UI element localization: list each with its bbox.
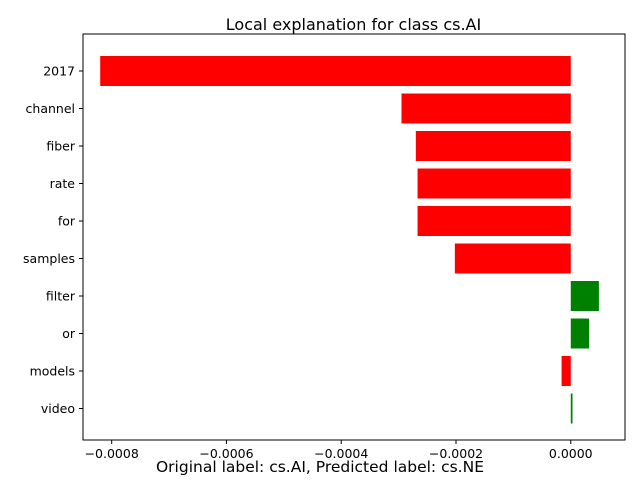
x-tick-label: −0.0008: [85, 446, 139, 461]
y-tick-label: channel: [26, 101, 75, 116]
bar-samples: [454, 243, 571, 274]
y-tick-label: for: [58, 214, 76, 229]
bar-fiber: [415, 131, 571, 161]
chart-title: Local explanation for class cs.AI: [226, 15, 481, 34]
bars-group: [100, 56, 599, 424]
bar-2017: [100, 56, 571, 86]
y-tick-label: rate: [50, 176, 76, 191]
bar-channel: [401, 93, 571, 124]
y-axis: 2017 channel fiber rate for samples filter or mo…: [23, 64, 83, 416]
bar-filter: [570, 281, 599, 311]
prediction-caption: Original label: cs.AI, Predicted label: …: [155, 458, 484, 476]
y-tick-label: fiber: [46, 139, 75, 154]
bar-rate: [417, 168, 571, 199]
bar-or: [570, 318, 590, 349]
x-tick-label: 0.0000: [549, 446, 593, 461]
y-tick-label: models: [30, 364, 75, 379]
y-tick-label: 2017: [43, 64, 75, 79]
bar-video: [570, 393, 573, 424]
y-tick-label: or: [62, 326, 76, 341]
bar-models: [561, 356, 571, 386]
y-tick-label: samples: [23, 251, 75, 266]
x-tick-label: −0.0006: [199, 446, 253, 461]
x-axis: −0.0008 −0.0006 −0.0004 −0.0002 0.0000: [85, 440, 593, 461]
x-tick-label: −0.0004: [314, 446, 368, 461]
plot-frame: [82, 33, 626, 441]
y-tick-label: filter: [46, 289, 76, 304]
x-tick-label: −0.0002: [429, 446, 483, 461]
bar-for: [417, 206, 571, 236]
y-tick-label: video: [41, 401, 75, 416]
